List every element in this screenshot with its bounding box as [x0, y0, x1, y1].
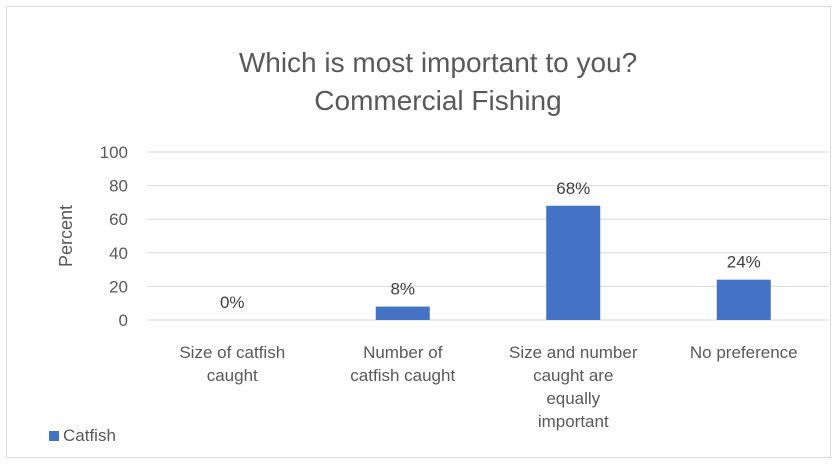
- category-label: No preference: [690, 343, 798, 362]
- category-label-line: No preference: [690, 343, 798, 362]
- category-labels: Size of catfish caught Number of catfish ca…: [179, 343, 797, 431]
- data-label: 24%: [727, 253, 761, 272]
- y-tick-label: 40: [109, 244, 128, 263]
- category-label-line: important: [538, 412, 609, 431]
- chart-title-line-2: Commercial Fishing: [314, 85, 561, 116]
- y-axis-title: Percent: [56, 205, 76, 267]
- bar: [546, 205, 601, 320]
- y-tick-labels: 0 20 40 60 80 100: [100, 143, 128, 330]
- y-tick-label: 20: [109, 277, 128, 296]
- legend-swatch: [49, 431, 59, 441]
- y-tick-label: 80: [109, 177, 128, 196]
- data-label: 8%: [390, 280, 415, 299]
- category-label-line: Number of: [363, 343, 443, 362]
- y-tick-label: 0: [119, 311, 128, 330]
- category-label: Number of catfish caught: [350, 343, 455, 385]
- category-label: Size and number caught are equally importan…: [509, 343, 638, 431]
- category-label-line: caught: [207, 366, 258, 385]
- category-label-line: Size and number: [509, 343, 638, 362]
- chart-title: Which is most important to you? Commerci…: [239, 47, 637, 116]
- category-label-line: equally: [546, 389, 600, 408]
- legend-label: Catfish: [63, 426, 116, 445]
- bar: [375, 306, 430, 320]
- data-label: 0%: [220, 293, 245, 312]
- legend: Catfish: [49, 426, 116, 445]
- category-label: Size of catfish caught: [179, 343, 285, 385]
- gridlines: [147, 151, 829, 321]
- bars: [375, 205, 771, 320]
- bar: [716, 279, 771, 320]
- category-label-line: caught are: [533, 366, 613, 385]
- data-label: 68%: [556, 179, 590, 198]
- y-tick-label: 100: [100, 143, 128, 162]
- data-labels: 0% 8% 68% 24%: [220, 179, 761, 312]
- chart-title-line-1: Which is most important to you?: [239, 47, 637, 78]
- category-label-line: catfish caught: [350, 366, 455, 385]
- chart-frame: [6, 6, 831, 458]
- y-tick-label: 60: [109, 210, 128, 229]
- category-label-line: Size of catfish: [179, 343, 285, 362]
